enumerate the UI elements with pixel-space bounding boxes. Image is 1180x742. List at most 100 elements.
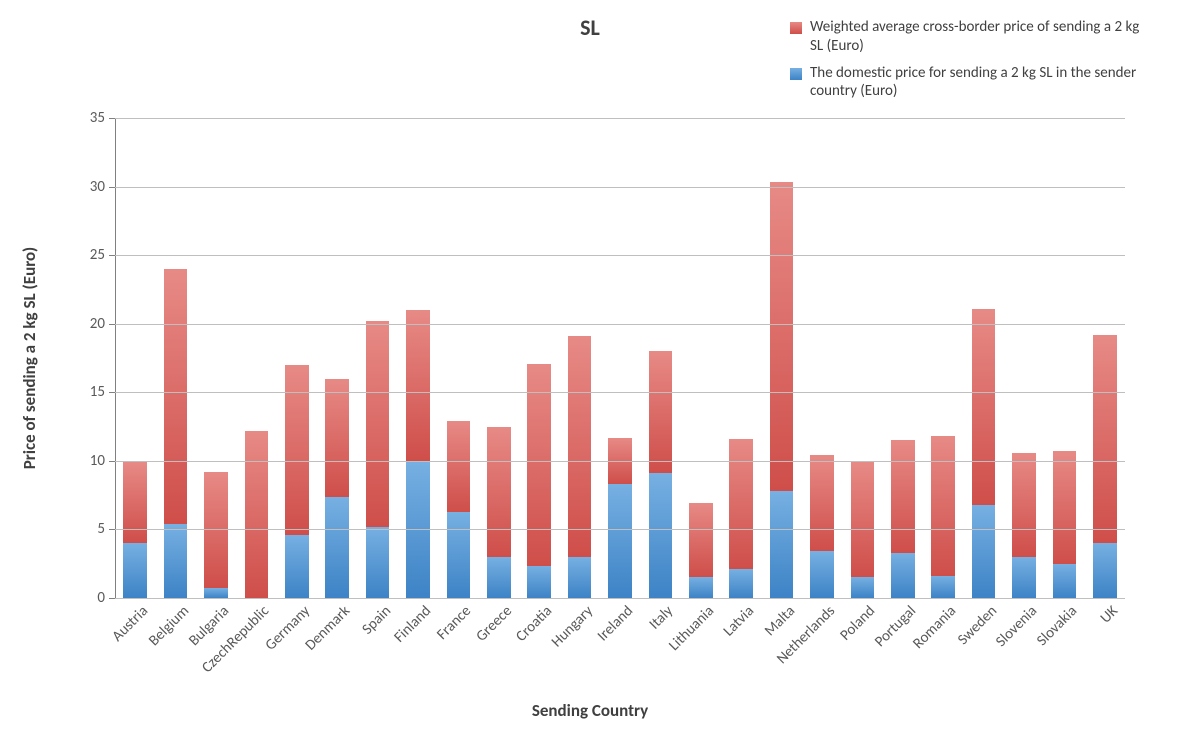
bar-seg-domestic [366,527,389,598]
bar-seg-domestic [204,588,227,598]
x-tick-label: Finland [386,598,435,647]
bar-seg-crossborder [406,310,429,461]
y-tick-label: 35 [90,109,115,127]
bar-seg-crossborder [487,427,510,557]
bar-group [891,440,914,598]
y-tick-label: 30 [90,178,115,196]
y-tick-label: 15 [90,383,115,401]
gridline [115,598,1125,599]
x-tick-label: Romania [905,598,960,653]
gridline [115,461,1125,462]
bar-seg-domestic [487,557,510,598]
gridline [115,187,1125,188]
bar-seg-crossborder [891,440,914,552]
x-tick-label: Hungary [543,598,596,651]
bar-seg-domestic [931,576,954,598]
legend-item-domestic: The domestic price for sending a 2 kg SL… [790,64,1150,102]
x-tick-label: Slovenia [988,598,1041,651]
bar-seg-crossborder [1093,335,1116,543]
x-tick-label: UK [1092,598,1121,627]
legend-label-domestic: The domestic price for sending a 2 kg SL… [810,64,1150,102]
gridline [115,392,1125,393]
y-tick-label: 10 [90,452,115,470]
bars-layer: AustriaBelgiumBulgariaCzechRepublicGerma… [115,118,1125,598]
legend-label-crossborder: Weighted average cross-border price of s… [810,18,1150,56]
bar-seg-crossborder [649,351,672,473]
legend: Weighted average cross-border price of s… [790,18,1150,109]
bar-group [770,182,793,598]
bar-seg-domestic [123,543,146,598]
bar-group [285,365,308,598]
gridline [115,324,1125,325]
bar-seg-crossborder [325,379,348,497]
y-tick-label: 0 [97,589,115,607]
legend-swatch-crossborder [790,22,802,34]
x-tick-label: Ireland [590,598,637,645]
bar-seg-domestic [851,577,874,598]
y-tick-label: 25 [90,246,115,264]
bar-seg-crossborder [164,269,187,524]
bar-seg-crossborder [527,364,550,567]
bar-group [1093,335,1116,598]
bar-group [164,269,187,598]
bar-seg-domestic [1093,543,1116,598]
bar-group [487,427,510,598]
bar-seg-domestic [729,569,752,598]
y-tick-label: 20 [90,315,115,333]
bar-group [1012,453,1035,598]
bar-seg-domestic [447,512,470,598]
bar-seg-domestic [325,497,348,598]
gridline [115,529,1125,530]
bar-seg-crossborder [447,421,470,512]
x-tick-label: Lithuania [661,598,718,655]
gridline [115,255,1125,256]
bar-seg-crossborder [285,365,308,535]
bar-seg-crossborder [366,321,389,527]
bar-seg-domestic [608,484,631,598]
bar-group [406,310,429,598]
bar-seg-crossborder [931,436,954,576]
y-tick-label: 5 [97,520,115,538]
bar-seg-crossborder [770,182,793,491]
bar-seg-crossborder [123,462,146,543]
bar-seg-domestic [1053,564,1076,598]
bar-group [649,351,672,598]
bar-group [1053,451,1076,598]
bar-group [366,321,389,598]
bar-group [527,364,550,599]
bar-seg-domestic [1012,557,1035,598]
bar-group [729,439,752,598]
bar-seg-domestic [568,557,591,598]
bar-seg-crossborder [568,336,591,557]
bar-group [689,503,712,598]
bar-group [568,336,591,598]
bar-seg-crossborder [851,462,874,577]
bar-seg-domestic [164,524,187,598]
bar-seg-domestic [689,577,712,598]
bar-seg-domestic [527,566,550,598]
bar-group [204,472,227,598]
y-axis-title: Price of sending a 2 kg SL (Euro) [19,247,40,469]
bar-seg-domestic [770,491,793,598]
bar-seg-crossborder [729,439,752,569]
bar-seg-crossborder [689,503,712,577]
x-axis-title: Sending Country [0,700,1180,721]
bar-group [245,431,268,598]
bar-group [325,379,348,598]
bar-group [447,421,470,598]
bar-seg-crossborder [810,455,833,551]
chart-container: SL Weighted average cross-border price o… [0,0,1180,742]
x-tick-label: Latvia [716,598,758,640]
x-tick-label: France [430,598,476,644]
bar-seg-crossborder [972,309,995,505]
bar-seg-domestic [649,473,672,598]
bar-seg-crossborder [1012,453,1035,557]
legend-swatch-domestic [790,68,802,80]
x-tick-label: Greece [468,598,516,646]
bar-seg-domestic [891,553,914,598]
plot-area: AustriaBelgiumBulgariaCzechRepublicGerma… [115,118,1125,598]
bar-seg-domestic [285,535,308,598]
bar-group [972,309,995,598]
x-tick-label: Belgium [141,598,193,650]
bar-seg-domestic [972,505,995,598]
